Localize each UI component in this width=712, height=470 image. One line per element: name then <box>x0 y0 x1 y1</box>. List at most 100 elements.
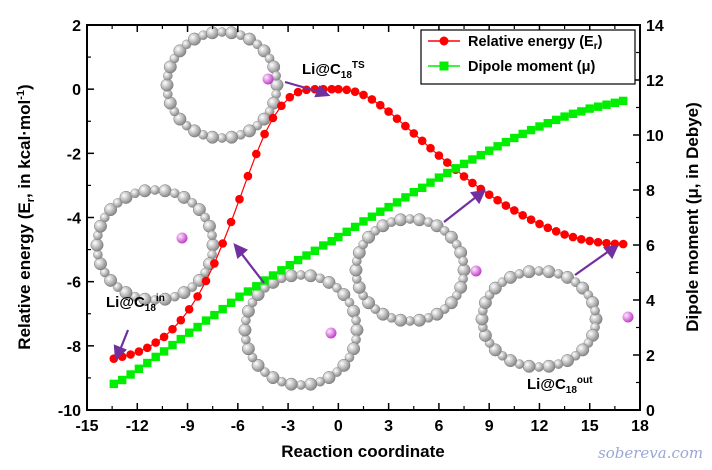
legend-label-dipole: Dipole moment (μ) <box>468 59 595 75</box>
data-point <box>268 113 278 123</box>
y-tick-label: -2 <box>67 146 81 163</box>
data-point <box>593 102 603 111</box>
tick-labels: -15 -12 -9 -6 -3 0 3 6 9 12 15 18 -10 -8 -6 -4 -2 0 2 0 2 4 6 8… <box>58 18 664 435</box>
data-point <box>350 222 360 232</box>
carbon-atom <box>322 371 336 385</box>
data-point <box>552 115 561 125</box>
data-point <box>501 201 511 210</box>
data-point <box>126 370 135 379</box>
data-point <box>293 255 303 265</box>
data-point <box>342 227 351 236</box>
data-series <box>109 84 628 389</box>
annotation-arrows <box>113 80 619 362</box>
data-point <box>185 328 194 337</box>
x-tick-label: 18 <box>631 418 649 435</box>
carbon-atom <box>296 270 306 280</box>
data-point <box>602 238 611 248</box>
data-point <box>151 352 160 362</box>
data-point <box>118 375 127 385</box>
y-tick-label: -6 <box>67 275 81 292</box>
data-point <box>302 251 311 260</box>
carbon-atom <box>542 359 556 373</box>
carbon-atom <box>177 190 191 204</box>
carbon-atom <box>332 367 342 377</box>
data-point <box>268 271 278 280</box>
data-point <box>417 136 427 146</box>
data-point <box>535 122 544 131</box>
data-point <box>593 237 603 247</box>
y2-tick-label: 0 <box>646 403 655 420</box>
carbon-atom <box>376 307 390 321</box>
data-point <box>201 316 211 325</box>
carbon-atom <box>150 185 160 195</box>
carbon-atom <box>553 359 564 369</box>
carbon-atom <box>241 304 255 318</box>
carbon-atom <box>160 78 174 92</box>
carbon-atom <box>173 44 187 58</box>
data-point <box>134 347 144 356</box>
arrow-mid-head <box>233 243 249 260</box>
arrow-out <box>574 250 610 276</box>
x-tick-label: 0 <box>334 418 343 435</box>
carbon-atom <box>296 380 306 390</box>
y2-tick-label: 6 <box>646 238 655 255</box>
carbon-atom <box>412 213 426 227</box>
data-point <box>210 310 219 320</box>
carbon-atom <box>514 269 525 279</box>
data-point <box>327 84 337 94</box>
legend-marker-dipole <box>439 61 449 71</box>
data-point <box>560 230 569 239</box>
data-point <box>319 241 328 250</box>
x-tick-label: -12 <box>126 418 149 435</box>
data-point <box>577 235 586 244</box>
data-point <box>568 232 578 242</box>
carbon-atom <box>169 291 180 302</box>
data-point <box>618 239 628 249</box>
molecule-ring <box>238 269 364 391</box>
carbon-atom <box>207 230 217 241</box>
data-point <box>359 217 368 226</box>
x-tick-label: -15 <box>75 418 98 435</box>
data-point <box>367 95 377 104</box>
data-point <box>577 107 586 116</box>
data-point <box>210 259 219 268</box>
carbon-atom <box>173 112 187 126</box>
carbon-atom <box>243 32 256 46</box>
x-tick-label: 15 <box>581 418 599 435</box>
data-point <box>109 379 118 389</box>
legend-label-energy: Relative energy (Er) <box>468 34 603 52</box>
arrow-out-head <box>602 244 619 260</box>
data-point <box>451 164 460 173</box>
y-tick-label: 2 <box>72 18 81 35</box>
series-dipole-moment <box>109 96 628 389</box>
data-point <box>493 142 502 151</box>
annotation-in: Li@C18in <box>106 293 165 314</box>
data-point <box>401 193 410 202</box>
carbon-atom <box>104 203 118 217</box>
data-point <box>384 107 393 116</box>
data-point <box>459 159 469 169</box>
data-point <box>426 178 435 187</box>
carbon-atom <box>337 288 351 302</box>
x-tick-label: -9 <box>180 418 194 435</box>
lithium-atom <box>470 265 482 277</box>
watermark: sobereva.com <box>598 444 703 462</box>
carbon-atom <box>576 343 590 357</box>
y-axis-title: Relative energy (Er, in kcal·mol-1) <box>15 84 37 349</box>
carbon-atom <box>225 130 239 144</box>
molecule-ring <box>90 184 220 306</box>
data-point <box>176 334 185 344</box>
data-point <box>551 227 561 236</box>
data-point <box>376 207 385 216</box>
data-point <box>434 173 444 182</box>
legend: Relative energy (Er) Dipole moment (μ) <box>420 29 636 85</box>
carbon-atom <box>119 286 133 300</box>
data-point <box>376 100 385 110</box>
data-point <box>409 188 418 197</box>
data-point <box>235 292 244 301</box>
carbon-atom <box>394 313 408 327</box>
y2-tick-label: 8 <box>646 183 655 200</box>
data-point <box>159 332 169 342</box>
x-axis-title: Reaction coordinate <box>281 442 444 461</box>
